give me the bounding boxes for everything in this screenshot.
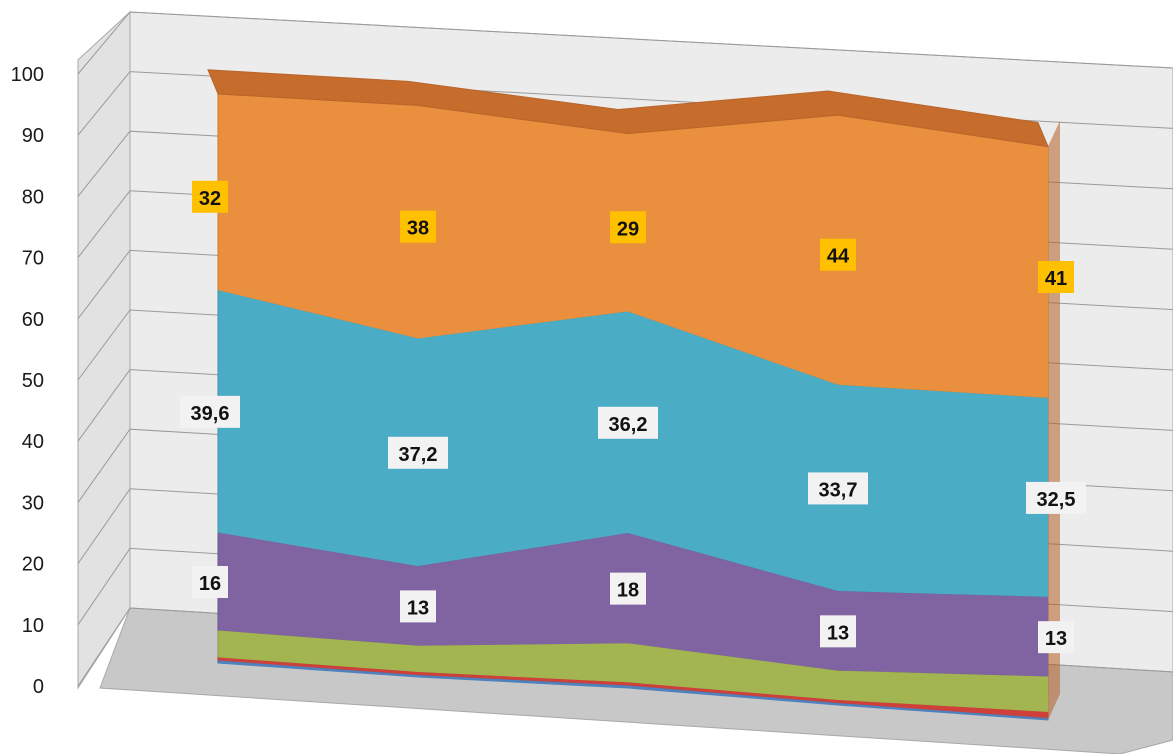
data-label: 16 [192, 565, 228, 598]
data-label: 39,6 [180, 395, 240, 428]
data-label: 29 [610, 211, 646, 244]
y-tick-label: 0 [33, 676, 44, 698]
y-tick-label: 70 [22, 248, 44, 270]
area-top-face [207, 69, 1049, 148]
y-tick-label: 20 [22, 554, 44, 576]
data-label-text: 37,2 [399, 444, 438, 466]
data-label-box [192, 565, 228, 598]
data-label-text: 41 [1045, 268, 1067, 290]
data-label-box [192, 180, 228, 213]
y-tick-label: 10 [22, 615, 44, 637]
data-label-text: 13 [1045, 628, 1067, 650]
data-label-text: 18 [617, 580, 639, 602]
data-label-text: 32,5 [1037, 489, 1076, 511]
data-label: 13 [1038, 621, 1074, 654]
data-label: 36,2 [598, 406, 658, 439]
data-label: 41 [1038, 261, 1074, 294]
data-label-text: 39,6 [191, 403, 230, 425]
data-label-text: 33,7 [819, 479, 858, 501]
data-label-box [820, 615, 856, 648]
data-label-text: 13 [407, 597, 429, 619]
y-tick-label: 90 [22, 125, 44, 147]
y-axis: 0 10 20 30 40 50 60 70 80 90 100 [11, 64, 44, 698]
data-label-text: 38 [407, 218, 429, 240]
data-labels: 16 13 18 13 13 39,6 37,2 36,2 33,7 32,5 32 38 29 44 41 [180, 180, 1086, 654]
data-label: 37,2 [388, 436, 448, 469]
data-label: 38 [400, 210, 436, 243]
area-series [207, 69, 1060, 721]
data-label-text: 13 [827, 622, 849, 644]
data-label-box [1026, 481, 1086, 514]
data-label: 32 [192, 180, 228, 213]
data-label-box [1038, 261, 1074, 294]
data-label-box [610, 211, 646, 244]
y-tick-label: 60 [22, 309, 44, 331]
data-label-text: 44 [827, 246, 850, 268]
data-label-text: 29 [617, 218, 639, 240]
data-label-box [808, 472, 868, 505]
y-tick-label: 100 [11, 64, 44, 86]
y-tick-label: 50 [22, 370, 44, 392]
data-label-box [180, 395, 240, 428]
data-label: 18 [610, 572, 646, 605]
data-label-box [820, 238, 856, 271]
data-label-box [610, 572, 646, 605]
data-label: 33,7 [808, 472, 868, 505]
y-tick-label: 30 [22, 492, 44, 514]
gridline [77, 11, 1173, 75]
data-label: 44 [820, 238, 856, 271]
data-label-text: 36,2 [609, 414, 648, 436]
data-label: 13 [400, 590, 436, 623]
data-label-box [400, 590, 436, 623]
y-tick-label: 80 [22, 186, 44, 208]
data-label: 32,5 [1026, 481, 1086, 514]
data-label-box [388, 436, 448, 469]
data-label: 13 [820, 615, 856, 648]
data-label-box [400, 210, 436, 243]
data-label-box [598, 406, 658, 439]
data-label-text: 32 [199, 188, 221, 210]
data-label-box [1038, 621, 1074, 654]
data-label-text: 16 [199, 573, 221, 595]
y-tick-label: 40 [22, 431, 44, 453]
